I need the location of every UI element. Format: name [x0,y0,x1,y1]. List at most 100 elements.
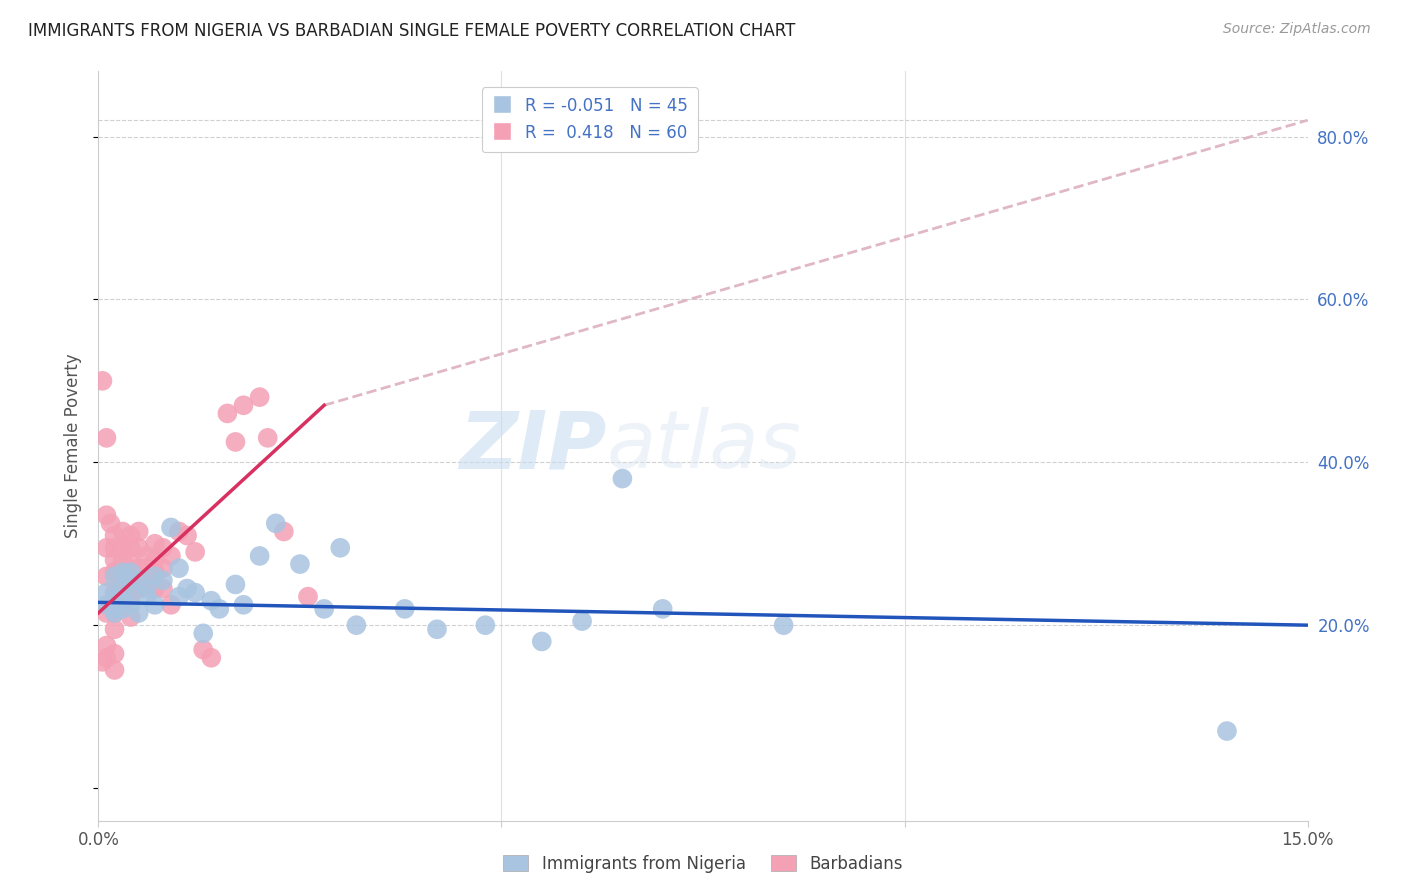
Point [103,606,125,620]
Point [120,582,142,596]
Point [103,606,125,620]
Point [143,537,166,551]
Point [143,582,166,596]
Point [143,569,166,583]
Point [103,553,125,567]
Point [394,602,416,616]
Point [111,553,134,567]
Point [91,374,114,388]
Point [111,566,134,580]
Point [232,598,254,612]
Point [571,614,593,628]
Point [143,553,166,567]
Point [120,541,142,555]
Point [184,545,207,559]
Point [120,577,142,591]
Point [103,602,125,616]
Point [193,642,215,657]
Point [103,569,125,583]
Text: ZIP: ZIP [458,407,606,485]
Point [344,618,367,632]
Point [200,593,222,607]
Text: Source: ZipAtlas.com: Source: ZipAtlas.com [1223,22,1371,37]
Point [249,390,271,404]
Point [264,516,287,531]
Point [128,606,150,620]
Point [111,598,134,612]
Legend: R = -0.051   N = 45, R =  0.418   N = 60: R = -0.051 N = 45, R = 0.418 N = 60 [482,87,697,152]
Point [176,528,198,542]
Point [100,516,122,531]
Point [96,650,118,665]
Point [160,549,183,563]
Point [530,634,553,648]
Point [208,602,231,616]
Point [329,541,352,555]
Point [167,561,190,575]
Point [426,622,449,636]
Point [128,524,150,539]
Point [256,431,278,445]
Point [111,582,134,596]
Point [96,569,118,583]
Point [111,566,134,580]
Point [152,582,174,596]
Point [120,566,142,580]
Point [96,431,118,445]
Point [128,582,150,596]
Point [273,524,295,539]
Point [143,598,166,612]
Point [314,602,336,616]
Point [135,549,157,563]
Point [249,549,271,563]
Point [167,524,190,539]
Point [184,585,207,599]
Point [103,647,125,661]
Legend: Immigrants from Nigeria, Barbadians: Immigrants from Nigeria, Barbadians [496,848,910,880]
Point [96,639,118,653]
Point [103,541,125,555]
Point [111,602,134,616]
Point [120,598,142,612]
Point [120,557,142,571]
Point [217,406,239,420]
Point [1216,724,1239,739]
Point [96,508,118,523]
Point [152,574,174,588]
Point [128,574,150,588]
Point [96,585,118,599]
Point [160,598,183,612]
Point [772,618,794,632]
Point [96,606,118,620]
Point [96,541,118,555]
Point [474,618,496,632]
Point [128,561,150,575]
Y-axis label: Single Female Poverty: Single Female Poverty [65,354,83,538]
Point [111,582,134,596]
Text: atlas: atlas [606,407,801,485]
Point [103,528,125,542]
Point [120,528,142,542]
Point [135,582,157,596]
Point [128,541,150,555]
Point [224,577,246,591]
Point [651,602,673,616]
Point [91,655,114,669]
Point [103,566,125,580]
Point [200,650,222,665]
Point [143,566,166,580]
Point [193,626,215,640]
Point [176,582,198,596]
Point [96,598,118,612]
Point [167,590,190,604]
Point [111,541,134,555]
Point [232,398,254,412]
Point [120,590,142,604]
Point [111,524,134,539]
Point [288,557,311,571]
Point [160,520,183,534]
Point [152,541,174,555]
Point [103,622,125,636]
Point [135,574,157,588]
Text: IMMIGRANTS FROM NIGERIA VS BARBADIAN SINGLE FEMALE POVERTY CORRELATION CHART: IMMIGRANTS FROM NIGERIA VS BARBADIAN SIN… [28,22,796,40]
